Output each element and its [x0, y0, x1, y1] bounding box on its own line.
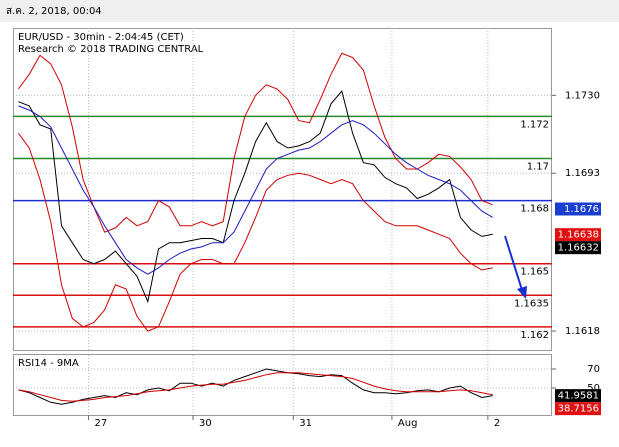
y-tick-label: 1.1730 [565, 90, 600, 101]
level-label: 1.162 [520, 330, 549, 341]
level-label: 1.168 [520, 204, 549, 215]
price-tag [555, 241, 601, 255]
series-line [17, 132, 493, 332]
level-label: 1.172 [520, 119, 549, 130]
price-tag [555, 228, 601, 242]
price-tag [555, 389, 601, 403]
y-tick-label: 50 [587, 383, 600, 394]
series-line [18, 90, 493, 304]
price-tag-label: 41.9581 [558, 391, 599, 402]
forecast-arrow [504, 235, 527, 299]
x-tick-label: 27 [94, 418, 107, 429]
level-label: 1.165 [520, 267, 549, 278]
price-panel [13, 28, 552, 351]
series-line [18, 105, 493, 275]
rsi-title: RSI14 - 9MA [18, 358, 79, 369]
x-tick-label: 30 [199, 418, 212, 429]
x-tick-label: 31 [299, 418, 312, 429]
price-tag [555, 202, 601, 216]
rsi-panel [13, 354, 552, 416]
series-line [17, 52, 493, 233]
price-tag-label: 38.7156 [558, 404, 599, 415]
level-label: 1.1635 [514, 298, 549, 309]
timestamp: ส.ค. 2, 2018, 00:04 [6, 6, 102, 17]
level-label: 1.17 [527, 161, 549, 172]
y-tick-label: 1.1693 [565, 168, 600, 179]
price-tag-label: 1.16638 [558, 230, 599, 241]
chart-subtitle: Research © 2018 TRADING CENTRAL [18, 44, 204, 55]
price-tag-label: 1.1676 [564, 204, 599, 215]
x-tick-label: Aug [398, 418, 418, 429]
price-tag-label: 1.16632 [558, 243, 599, 254]
series-line [18, 372, 493, 402]
y-tick-label: 1.1618 [565, 326, 600, 337]
header-bar [0, 0, 619, 22]
x-tick-label: 2 [494, 418, 500, 429]
price-tag [555, 402, 601, 416]
chart-title: EUR/USD - 30min - 2:04:45 (CET) [18, 32, 184, 43]
plot-layer: 1.1730 1.1693 1.1618 1.172 1.17 1.168 1.165 1.1… [13, 28, 601, 429]
y-tick-label: 70 [587, 364, 600, 375]
